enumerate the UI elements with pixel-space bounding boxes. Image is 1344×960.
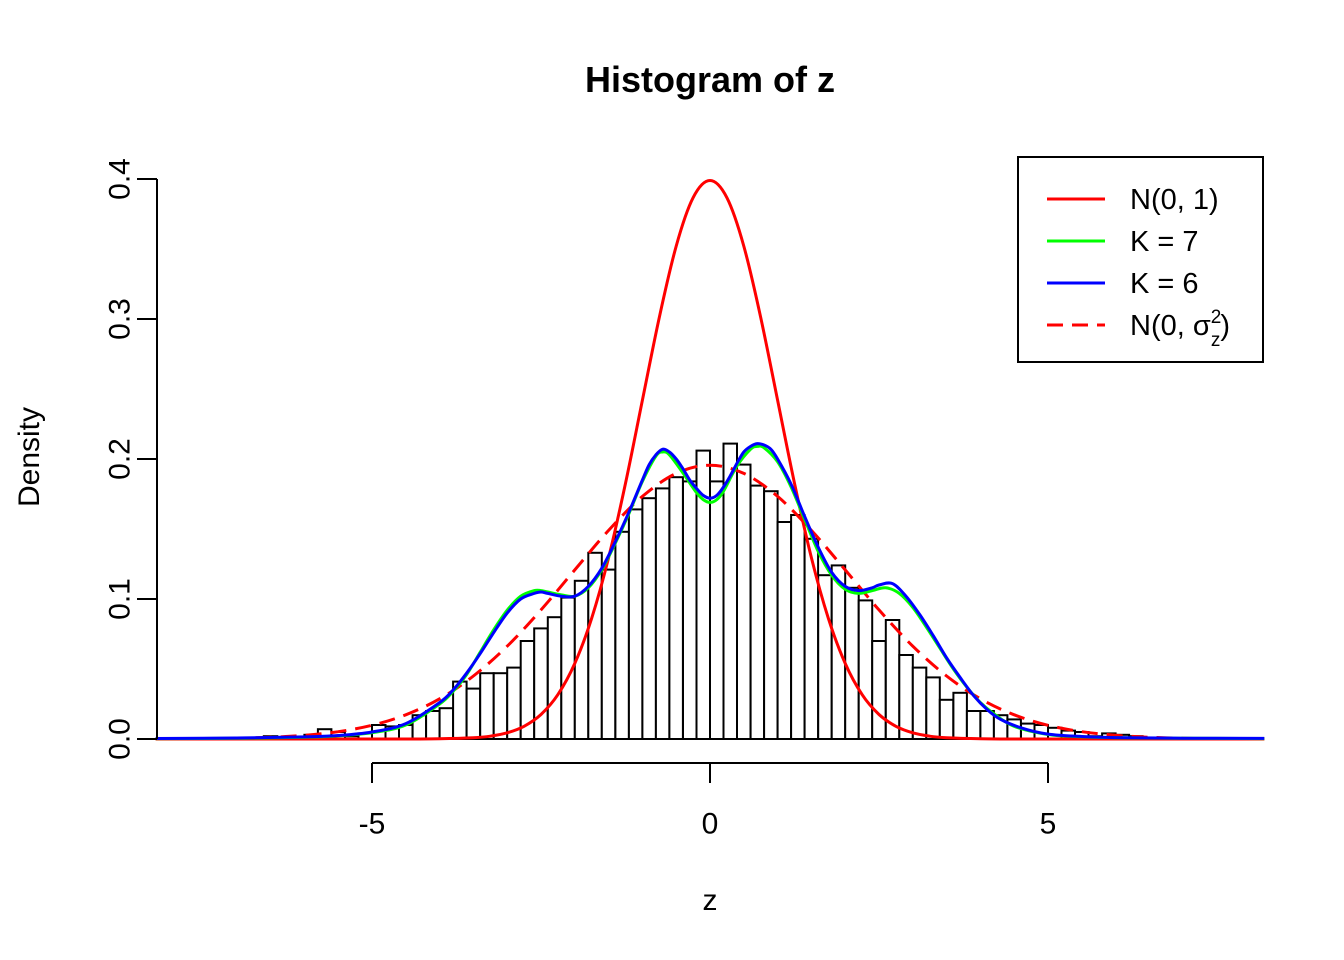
histogram-bar xyxy=(844,586,860,740)
x-tick-label: -5 xyxy=(359,808,386,841)
histogram-bar xyxy=(776,521,793,740)
histogram-bar xyxy=(803,537,820,740)
histogram-bar xyxy=(763,490,779,741)
histogram-bar xyxy=(911,666,928,740)
histogram-bar xyxy=(898,654,914,740)
histogram-bar xyxy=(965,710,982,740)
histogram-bar xyxy=(546,616,563,741)
histogram-bar xyxy=(871,640,887,740)
legend-box xyxy=(1017,156,1264,363)
histogram-bar xyxy=(830,564,847,741)
y-tick-label: 0.4 xyxy=(104,158,137,200)
histogram-bar xyxy=(627,508,644,740)
x-axis-title: z xyxy=(702,884,718,917)
histogram-bar xyxy=(736,463,752,740)
histogram-bar xyxy=(641,497,657,741)
histogram-bar xyxy=(600,568,617,740)
histogram-bar xyxy=(857,599,874,741)
chart-title: Histogram of z xyxy=(584,59,836,100)
histogram-bar xyxy=(682,480,698,740)
y-axis-title: Density xyxy=(13,406,46,508)
histogram-bar xyxy=(438,707,455,741)
histogram-bar xyxy=(817,574,833,741)
legend-label-k7: K = 7 xyxy=(1130,226,1199,258)
histogram-bar xyxy=(925,676,941,741)
histogram-bar xyxy=(654,487,671,740)
x-tick-label: 5 xyxy=(1040,808,1057,841)
histogram-bar xyxy=(614,530,630,740)
histogram-bar xyxy=(479,672,495,741)
histogram-bar xyxy=(790,514,806,740)
legend-label-k6: K = 6 xyxy=(1130,268,1199,300)
histogram-bar xyxy=(952,691,968,740)
y-tick-label: 0.3 xyxy=(104,298,137,340)
histogram-bar xyxy=(709,480,725,740)
histogram-bar xyxy=(749,484,766,740)
legend-label-n01: N(0, 1) xyxy=(1130,184,1219,216)
y-tick-label: 0.0 xyxy=(104,718,137,760)
curve-n0sigma2 xyxy=(155,463,1265,741)
curve-n01 xyxy=(155,179,1265,741)
histogram-bar xyxy=(465,687,482,740)
histogram-bar xyxy=(492,672,509,741)
histogram-bar xyxy=(425,710,441,740)
legend-label-n0sigma2: N(0, σ2 z) xyxy=(1130,307,1230,351)
curve-k6 xyxy=(155,442,1265,740)
histogram-bar xyxy=(668,476,684,740)
x-tick-label: 0 xyxy=(702,808,719,841)
histogram-bar xyxy=(533,627,549,741)
y-tick-label: 0.1 xyxy=(104,578,137,620)
histogram-bar xyxy=(938,698,955,740)
y-tick-label: 0.2 xyxy=(104,438,137,480)
